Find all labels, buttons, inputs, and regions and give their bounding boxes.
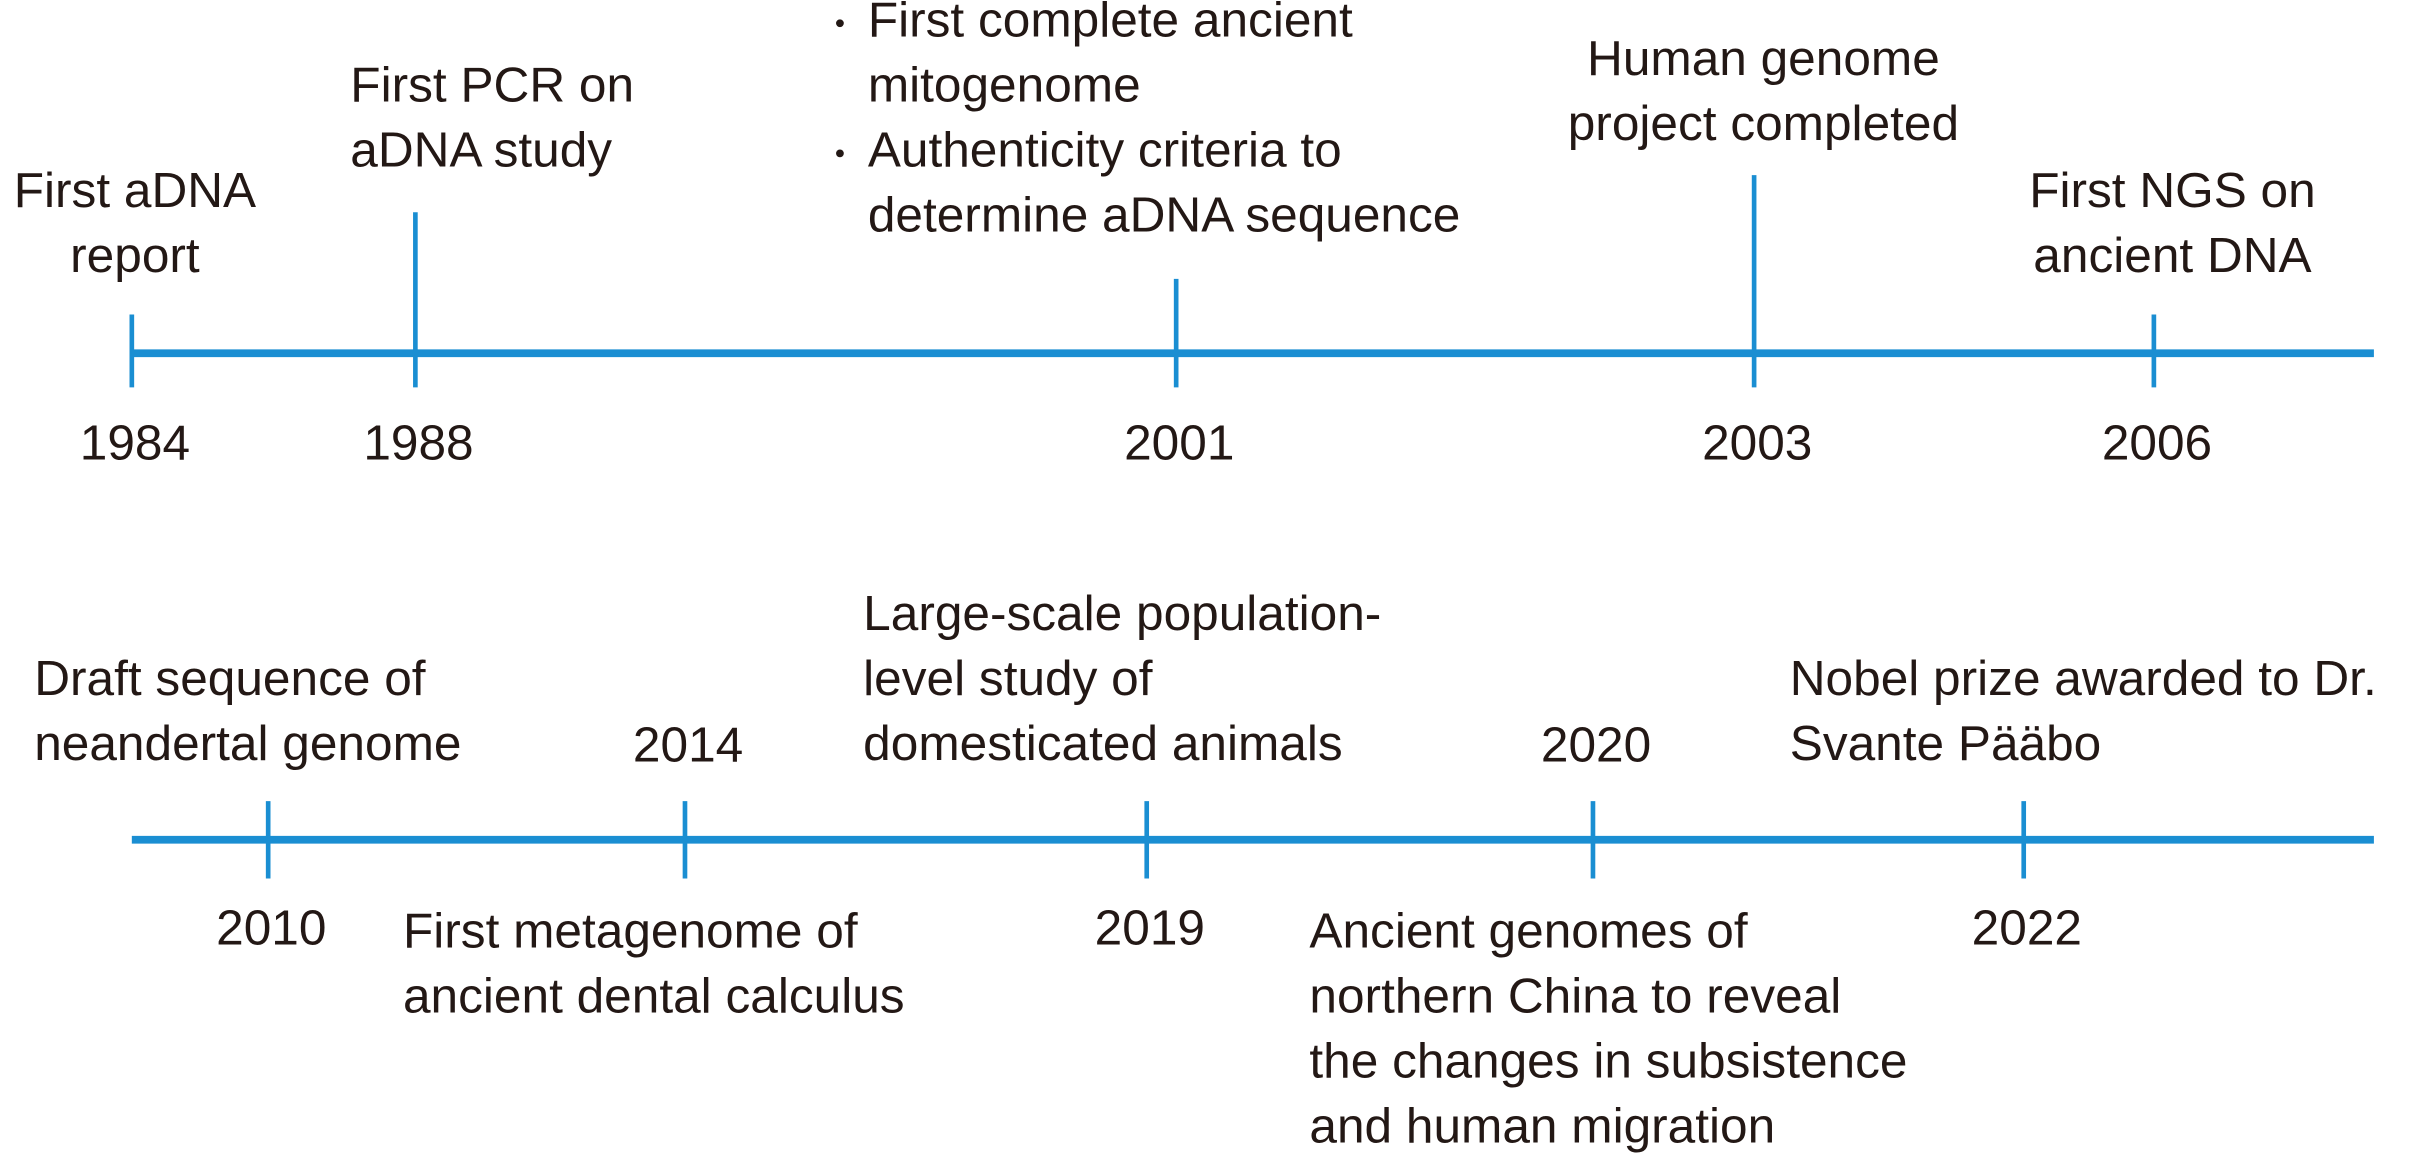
year-label: 1984 (80, 414, 190, 470)
year-label: 2020 (1541, 716, 1651, 772)
event-label: Ancient genomes of (1309, 902, 1747, 958)
event-label: Draft sequence of (34, 650, 426, 706)
year-label: 1988 (363, 414, 473, 470)
event-label: Large-scale population- (863, 585, 1381, 641)
event-label: Svante Pääbo (1790, 715, 2102, 771)
year-label: 2010 (216, 899, 326, 955)
event-label: report (70, 227, 200, 283)
event-label: neandertal genome (34, 715, 461, 771)
event-label: mitogenome (868, 56, 1141, 112)
event-label: First aDNA (14, 162, 256, 218)
year-label: 2022 (1972, 899, 2082, 955)
year-label: 2001 (1124, 414, 1234, 470)
year-label: 2019 (1095, 899, 1205, 955)
event-label: Authenticity criteria to (868, 121, 1342, 177)
event-label: and human migration (1309, 1098, 1775, 1154)
event-label: determine aDNA sequence (868, 187, 1461, 243)
event-label: the changes in subsistence (1309, 1033, 1907, 1089)
event-label: Nobel prize awarded to Dr. (1790, 650, 2377, 706)
event-label: project completed (1568, 95, 1959, 151)
year-label: 2006 (2102, 414, 2212, 470)
event-label: First metagenome of (403, 902, 858, 958)
event-label: aDNA study (350, 121, 612, 177)
year-label: 2014 (633, 716, 743, 772)
event-label: ancient DNA (2033, 227, 2311, 283)
event-label: ancient dental calculus (403, 967, 905, 1023)
event-label: Human genome (1587, 30, 1940, 86)
event-label: First NGS on (2029, 162, 2316, 218)
bullet (836, 19, 844, 28)
event-label: domesticated animals (863, 715, 1343, 771)
event-label: First complete ancient (868, 0, 1353, 47)
event-label: northern China to reveal (1309, 967, 1841, 1023)
bullet (836, 149, 844, 158)
event-label: level study of (863, 650, 1153, 706)
year-label: 2003 (1702, 414, 1812, 470)
event-label: First PCR on (350, 56, 634, 112)
